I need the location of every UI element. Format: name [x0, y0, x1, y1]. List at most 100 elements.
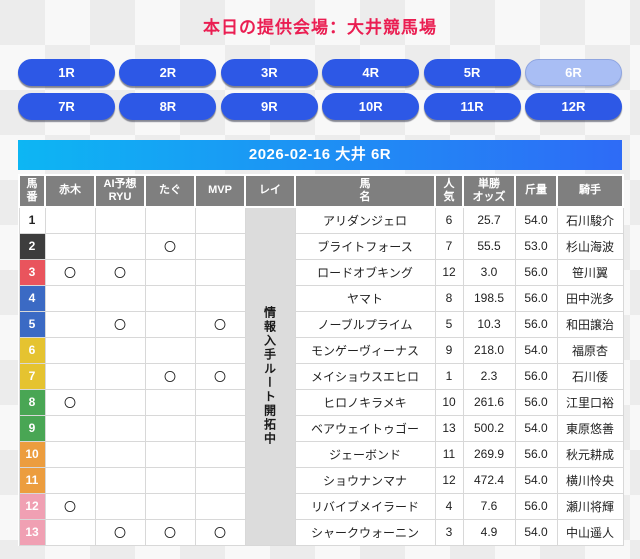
- mark-cell-akagi: [44, 362, 96, 390]
- race-button-9r[interactable]: 9R: [220, 93, 318, 120]
- weight-cell: 56.0: [514, 492, 558, 520]
- win-odds-cell: 218.0: [462, 336, 516, 364]
- race-button-11r[interactable]: 11R: [423, 93, 521, 120]
- horse-name-cell: メイショウスエヒロ: [294, 362, 436, 390]
- umaban-cell: 3: [18, 258, 46, 286]
- horse-row-5: 5 〇〇ノーブルプライム 5 10.3 56.0 和田譲治: [18, 310, 624, 338]
- mark-cell-tagu: 〇: [144, 362, 196, 390]
- mark-cell-tagu: [144, 310, 196, 338]
- horse-name-cell: アリダンジェロ: [294, 206, 436, 234]
- mark-cell-akagi: [44, 336, 96, 364]
- mark-cell-mvp: [194, 284, 246, 312]
- weight-cell: 54.0: [514, 206, 558, 234]
- mark-cell-ai_ryu: [94, 206, 146, 234]
- win-odds-cell: 4.9: [462, 518, 516, 546]
- jockey-cell: 福原杏: [556, 336, 624, 364]
- column-header-odds: 単勝 オッズ: [462, 174, 516, 208]
- mark-cell-tagu: [144, 440, 196, 468]
- race-button-8r[interactable]: 8R: [119, 93, 217, 120]
- popularity-cell: 12: [434, 466, 464, 494]
- win-odds-cell: 3.0: [462, 258, 516, 286]
- race-panel-title: 2026-02-16 大井 6R: [18, 140, 622, 170]
- horse-name-cell: ヒロノキラメキ: [294, 388, 436, 416]
- jockey-cell: 瀬川将輝: [556, 492, 624, 520]
- umaban-cell: 1: [18, 206, 46, 234]
- win-odds-cell: 198.5: [462, 284, 516, 312]
- mark-cell-ai_ryu: [94, 414, 146, 442]
- mark-cell-ai_ryu: [94, 362, 146, 390]
- jockey-cell: 和田譲治: [556, 310, 624, 338]
- mark-cell-akagi: 〇: [44, 258, 96, 286]
- mark-cell-ai_ryu: [94, 466, 146, 494]
- race-button-1r[interactable]: 1R: [18, 59, 115, 86]
- popularity-cell: 6: [434, 206, 464, 234]
- entries-table-header: 馬番赤木 AI予想 RYU たぐ MVP レイ馬名人気単勝 オッズ 斤量 騎手: [18, 174, 624, 208]
- mark-cell-akagi: [44, 414, 96, 442]
- jockey-cell: 笹川翼: [556, 258, 624, 286]
- umaban-cell: 6: [18, 336, 46, 364]
- entries-table-body: 1 情報入手ルート開拓中 アリダンジェロ 6 25.7 54.0 石川駿介 2 〇ブライトフォー…: [18, 206, 624, 546]
- column-header-akagi: 赤木: [44, 174, 96, 208]
- horse-row-10: 10 ジェーボンド 11 269.9 56.0 秋元耕成: [18, 440, 624, 468]
- popularity-cell: 11: [434, 440, 464, 468]
- mark-cell-ai_ryu: [94, 388, 146, 416]
- horse-row-12: 12 〇 リバイブメイラード 4 7.6 56.0 瀬川将輝: [18, 492, 624, 520]
- horse-row-2: 2 〇 ブライトフォース 7 55.5 53.0 杉山海波: [18, 232, 624, 260]
- page-title: 本日の提供会場：大井競馬場: [203, 18, 437, 37]
- win-odds-cell: 269.9: [462, 440, 516, 468]
- horse-row-4: 4 ヤマト 8 198.5 56.0 田中洸多: [18, 284, 624, 312]
- win-odds-cell: 2.3: [462, 362, 516, 390]
- umaban-cell: 2: [18, 232, 46, 260]
- jockey-cell: 田中洸多: [556, 284, 624, 312]
- jockey-cell: 東原悠善: [556, 414, 624, 442]
- win-odds-cell: 7.6: [462, 492, 516, 520]
- mark-cell-ai_ryu: [94, 440, 146, 468]
- umaban-cell: 13: [18, 518, 46, 546]
- race-button-10r[interactable]: 10R: [322, 93, 420, 120]
- popularity-cell: 8: [434, 284, 464, 312]
- horse-row-3: 3 〇〇ロードオブキング 12 3.0 56.0 笹川翼: [18, 258, 624, 286]
- mark-cell-mvp: [194, 414, 246, 442]
- horse-name-cell: ブライトフォース: [294, 232, 436, 260]
- column-header-mvp: MVP: [194, 174, 246, 208]
- race-button-2r[interactable]: 2R: [119, 59, 217, 86]
- mark-cell-mvp: 〇: [194, 518, 246, 546]
- column-header-kinryo: 斤量: [514, 174, 558, 208]
- race-nav-row-1: 1R 2R 3R 4R 5R 6R: [18, 59, 622, 86]
- column-header-tagu: たぐ: [144, 174, 196, 208]
- horse-row-11: 11 ショウナンマナ 12 472.4 54.0 横川怜央: [18, 466, 624, 494]
- mark-cell-ai_ryu: 〇: [94, 258, 146, 286]
- race-button-6r[interactable]: 6R: [524, 59, 622, 86]
- race-button-4r[interactable]: 4R: [322, 59, 420, 86]
- race-button-12r[interactable]: 12R: [524, 93, 622, 120]
- race-nav-row-2: 7R 8R 9R 10R 11R 12R: [18, 93, 622, 120]
- horse-row-1: 1 情報入手ルート開拓中 アリダンジェロ 6 25.7 54.0 石川駿介: [18, 206, 624, 546]
- mark-cell-akagi: [44, 284, 96, 312]
- mark-cell-ai_ryu: [94, 232, 146, 260]
- jockey-cell: 杉山海波: [556, 232, 624, 260]
- column-header-kishu: 騎手: [556, 174, 624, 208]
- umaban-cell: 9: [18, 414, 46, 442]
- mark-cell-akagi: [44, 232, 96, 260]
- umaban-cell: 12: [18, 492, 46, 520]
- rei-locked-cell: 情報入手ルート開拓中: [244, 206, 296, 546]
- mark-cell-mvp: [194, 336, 246, 364]
- mark-cell-mvp: [194, 466, 246, 494]
- popularity-cell: 13: [434, 414, 464, 442]
- horse-name-cell: ショウナンマナ: [294, 466, 436, 494]
- weight-cell: 56.0: [514, 258, 558, 286]
- mark-cell-ai_ryu: 〇: [94, 310, 146, 338]
- race-button-7r[interactable]: 7R: [18, 93, 115, 120]
- mark-cell-mvp: [194, 388, 246, 416]
- umaban-cell: 4: [18, 284, 46, 312]
- race-button-3r[interactable]: 3R: [220, 59, 318, 86]
- race-button-5r[interactable]: 5R: [423, 59, 521, 86]
- mark-cell-mvp: 〇: [194, 310, 246, 338]
- mark-cell-mvp: 〇: [194, 362, 246, 390]
- mark-cell-tagu: [144, 414, 196, 442]
- weight-cell: 56.0: [514, 388, 558, 416]
- mark-cell-mvp: [194, 232, 246, 260]
- win-odds-cell: 55.5: [462, 232, 516, 260]
- mark-cell-tagu: [144, 492, 196, 520]
- win-odds-cell: 472.4: [462, 466, 516, 494]
